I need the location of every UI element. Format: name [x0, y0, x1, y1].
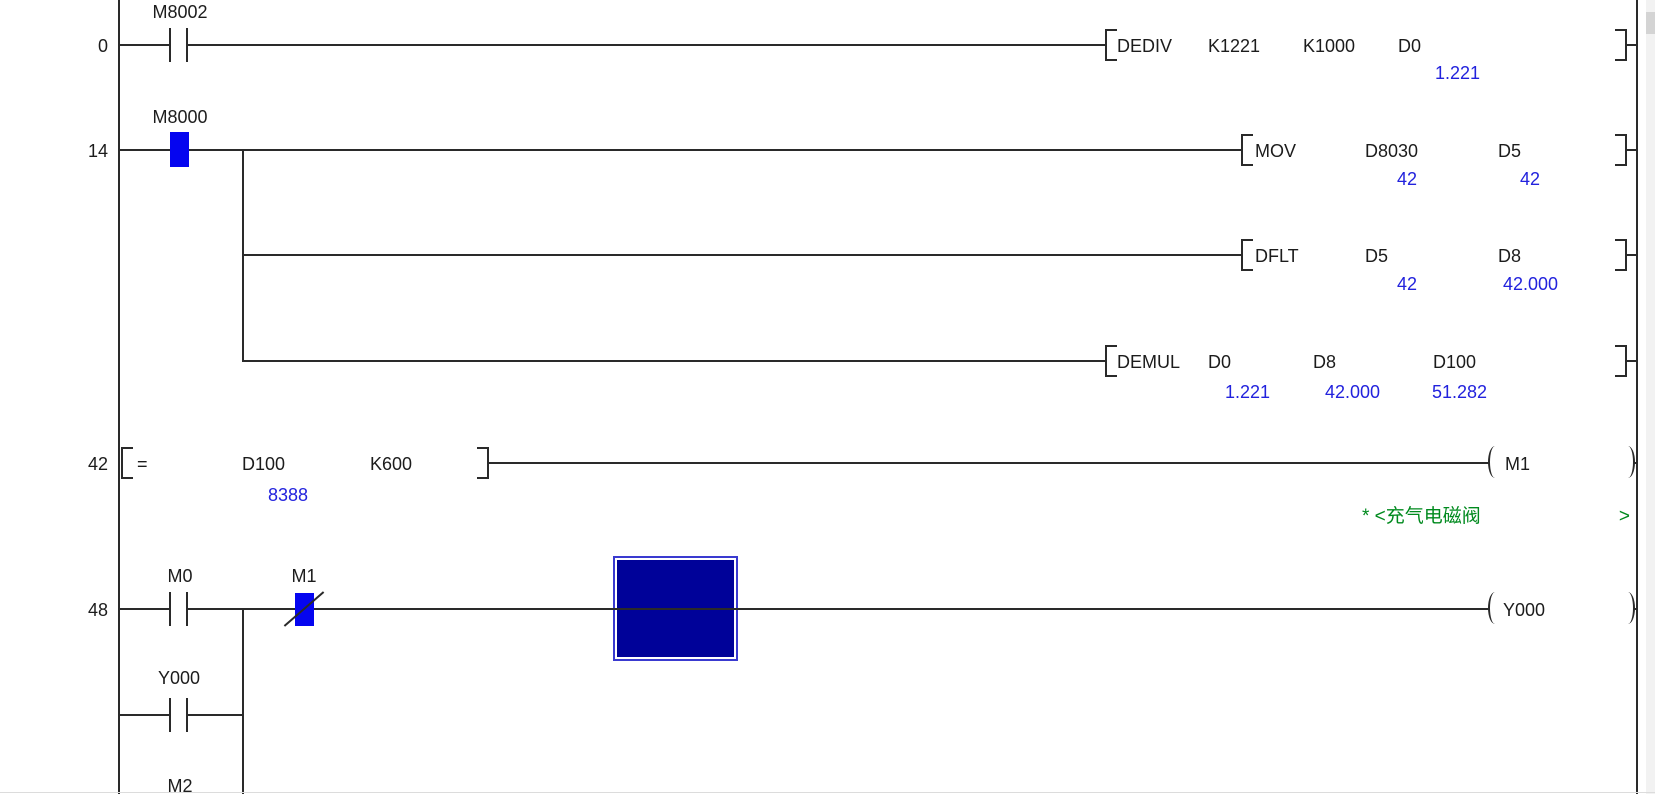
instruction-name[interactable]: DFLT [1255, 246, 1299, 266]
step-number: 0 [97, 36, 108, 56]
rung-line [243, 254, 1241, 256]
rung-line [1627, 44, 1636, 46]
rung-line [489, 462, 1489, 464]
coil-left-paren [1488, 446, 1502, 478]
energized-contact-m8000[interactable] [170, 132, 189, 167]
step-number: 42 [87, 454, 108, 474]
instruction-operand[interactable]: D0 [1398, 36, 1422, 56]
rung-line [1633, 462, 1636, 464]
instruction-operand[interactable]: D5 [1365, 246, 1389, 266]
instruction-name[interactable]: MOV [1255, 141, 1297, 161]
contact-label: M2 [167, 776, 193, 794]
no-contact-y000[interactable] [164, 698, 196, 732]
rung-line [243, 360, 1105, 362]
coil-m1[interactable]: M1 [1505, 454, 1531, 474]
contact-label: M8002 [152, 2, 208, 22]
monitor-value: 51.282 [1432, 382, 1488, 402]
rung-line [1627, 360, 1636, 362]
monitor-value: 42 [1397, 169, 1418, 189]
contact-bar [169, 698, 171, 732]
instruction-name[interactable]: DEDIV [1117, 36, 1173, 56]
compare-left-bracket [121, 447, 133, 479]
instruction-right-bracket [1615, 239, 1627, 271]
monitor-value: 42.000 [1325, 382, 1381, 402]
contact-label: Y000 [157, 668, 201, 688]
instruction-operand[interactable]: D8030 [1365, 141, 1419, 161]
monitor-value: 42 [1397, 274, 1418, 294]
left-power-rail [118, 0, 120, 794]
rung-line [188, 608, 295, 610]
instruction-left-bracket [1241, 239, 1253, 271]
monitor-value: 42 [1520, 169, 1541, 189]
contact-label: M8000 [152, 107, 208, 127]
instruction-operand[interactable]: K1221 [1208, 36, 1261, 56]
instruction-left-bracket [1105, 29, 1117, 61]
instruction-name[interactable]: DEMUL [1117, 352, 1181, 372]
rung-line [120, 608, 170, 610]
rung-line [1627, 149, 1636, 151]
no-contact-m0[interactable] [164, 592, 196, 626]
monitor-value: 8388 [268, 485, 309, 505]
instruction-operand[interactable]: D8 [1498, 246, 1522, 266]
instruction-right-bracket [1615, 345, 1627, 377]
instruction-operand[interactable]: K1000 [1303, 36, 1356, 56]
instruction-operand[interactable]: D0 [1208, 352, 1232, 372]
instruction-operand[interactable]: D5 [1498, 141, 1522, 161]
contact-bar [186, 28, 188, 62]
rung-line [120, 149, 170, 151]
no-contact-m8002[interactable] [164, 28, 196, 62]
coil-left-paren [1488, 592, 1502, 624]
rung-comment: * <充气电磁阀 [1362, 506, 1481, 527]
instruction-left-bracket [1241, 134, 1253, 166]
branch-line [242, 608, 244, 794]
rung-line [188, 44, 1105, 46]
coil-y000[interactable]: Y000 [1503, 600, 1546, 620]
monitor-value: 42.000 [1503, 274, 1559, 294]
rung-comment-closer: > [1618, 506, 1630, 527]
vertical-scrollbar-track[interactable] [1646, 0, 1655, 794]
contact-bar [169, 28, 171, 62]
compare-operand[interactable]: K600 [370, 454, 413, 474]
compare-operator[interactable]: = [137, 454, 148, 474]
instruction-operand[interactable]: D8 [1313, 352, 1337, 372]
compare-operand[interactable]: D100 [242, 454, 286, 474]
rung-line [1633, 608, 1636, 610]
instruction-right-bracket [1615, 134, 1627, 166]
rung-line [1627, 254, 1636, 256]
step-number: 14 [87, 141, 108, 161]
monitor-value: 1.221 [1435, 63, 1481, 83]
rung-line [188, 714, 244, 716]
right-power-rail [1636, 0, 1638, 794]
instruction-right-bracket [1615, 29, 1627, 61]
instruction-left-bracket [1105, 345, 1117, 377]
rung-line [189, 149, 1241, 151]
rung-line [120, 714, 170, 716]
monitor-value: 1.221 [1225, 382, 1271, 402]
contact-bar [186, 592, 188, 626]
step-number: 48 [87, 600, 108, 620]
vertical-scrollbar-thumb[interactable] [1646, 12, 1655, 34]
contact-bar [169, 592, 171, 626]
compare-right-bracket [477, 447, 489, 479]
instruction-operand[interactable]: D100 [1433, 352, 1477, 372]
contact-label: M1 [291, 566, 317, 586]
rung-line [314, 608, 1489, 610]
window-bottom-divider [0, 792, 1655, 793]
contact-label: M0 [167, 566, 193, 586]
rung-line [120, 44, 170, 46]
contact-bar [186, 698, 188, 732]
